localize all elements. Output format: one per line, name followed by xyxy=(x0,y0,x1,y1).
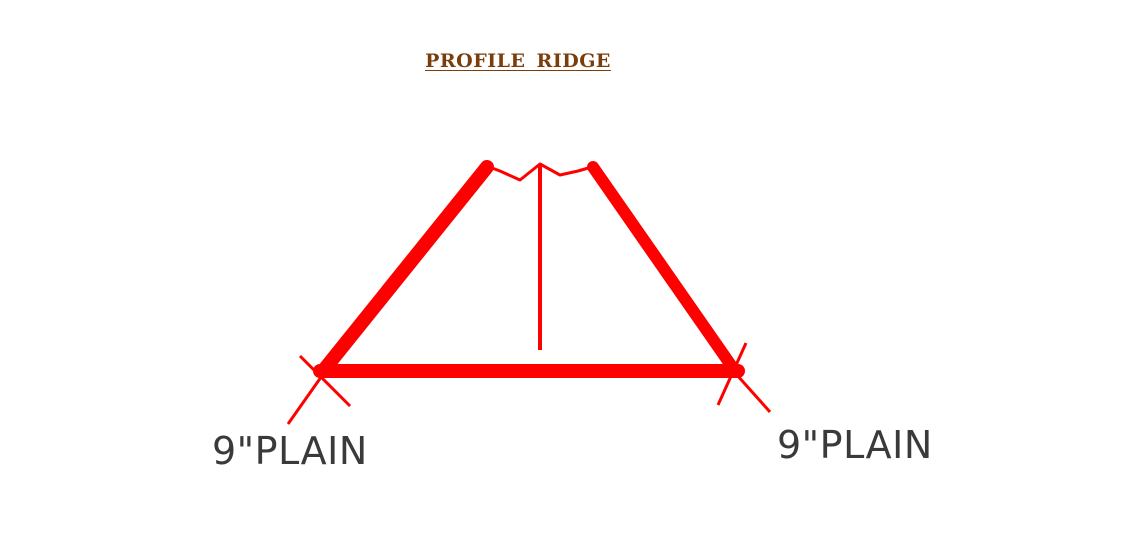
right-cross-mark-a xyxy=(718,355,772,413)
left-cross-mark-a xyxy=(298,354,352,408)
ridge-left-side xyxy=(316,160,494,378)
diagram-title: PROFILE RIDGE xyxy=(425,50,611,72)
left-cross-mark-b xyxy=(286,362,333,425)
ridge-right-side xyxy=(587,161,741,377)
left-tile-label: 9"PLAIN xyxy=(212,429,368,473)
right-tile-label: 9"PLAIN xyxy=(777,423,933,467)
right-cross-mark-b xyxy=(716,342,748,406)
